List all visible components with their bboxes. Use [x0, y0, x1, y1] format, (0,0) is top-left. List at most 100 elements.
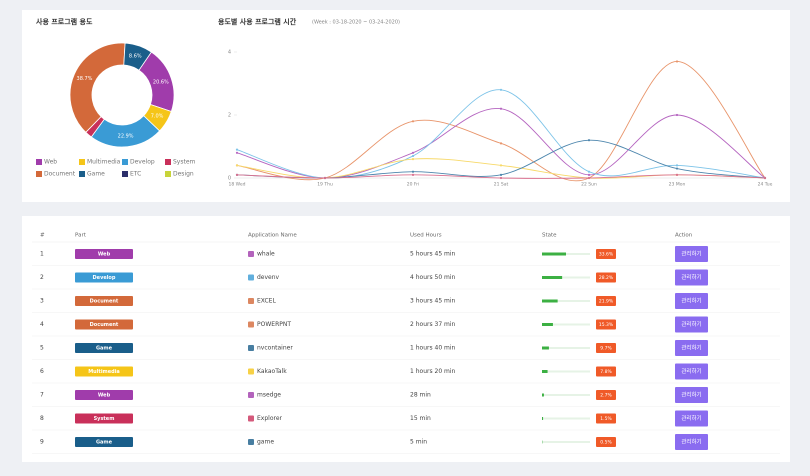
state-badge	[596, 319, 616, 330]
table-header: Part	[75, 233, 87, 239]
action-button[interactable]	[675, 363, 708, 380]
state-track	[542, 300, 590, 302]
app-name: nvcontainer	[257, 345, 293, 352]
line-point	[587, 170, 591, 173]
app-icon	[248, 368, 254, 375]
row-number: 9	[40, 439, 44, 446]
legend-label: Multimedia	[87, 159, 121, 166]
line-point	[763, 176, 767, 180]
used-hours: 1 hours 40 min	[410, 345, 456, 352]
app-icon	[248, 439, 254, 445]
line-point	[587, 139, 591, 142]
y-tick-label: 4	[228, 50, 231, 56]
part-badge	[75, 437, 133, 447]
part-label: Web	[98, 252, 111, 258]
state-badge	[596, 390, 616, 400]
action-button[interactable]	[675, 246, 708, 262]
app-icon	[248, 251, 254, 257]
x-tick-label: 19 Thu	[317, 182, 333, 188]
row-number: 8	[40, 415, 44, 422]
line-point	[675, 60, 679, 63]
line-point	[675, 164, 679, 167]
state-bar	[542, 299, 558, 303]
row-number: 1	[40, 251, 44, 258]
table-header: Application Name	[248, 233, 297, 239]
x-tick-label: 21 Sat	[494, 182, 509, 188]
legend-swatch	[79, 171, 85, 177]
line-point	[499, 176, 503, 180]
action-button[interactable]	[675, 316, 708, 333]
state-track	[542, 394, 590, 396]
used-hours: 5 hours 45 min	[410, 251, 456, 258]
line-point	[675, 173, 679, 176]
state-badge	[596, 296, 616, 306]
legend-label: Develop	[130, 159, 155, 166]
legend-swatch	[122, 159, 128, 165]
x-tick-label: 22 Sun	[581, 182, 597, 188]
slice-label: 7.0%	[151, 114, 164, 120]
legend-label: Web	[44, 159, 57, 166]
row-number: 6	[40, 368, 44, 375]
state-bar	[542, 393, 544, 397]
part-label: Develop	[93, 275, 116, 281]
state-bar	[542, 252, 566, 256]
line-point	[675, 113, 679, 117]
app-name: msedge	[257, 392, 281, 399]
used-hours: 28 min	[410, 392, 431, 399]
action-button[interactable]	[675, 340, 708, 356]
action-button[interactable]	[675, 269, 708, 286]
x-tick-label: 20 Fri	[407, 182, 420, 188]
app-name: POWERPNT	[257, 321, 291, 328]
action-label: 관리하기	[681, 391, 701, 399]
y-tick-label: 0	[228, 176, 231, 182]
table-header: State	[542, 233, 557, 239]
part-badge	[75, 343, 133, 353]
legend-swatch	[165, 171, 171, 177]
state-badge	[596, 249, 616, 259]
donut-slice	[69, 42, 126, 133]
row-number: 5	[40, 345, 44, 352]
state-label: 15.3%	[599, 322, 614, 328]
action-label: 관리하기	[681, 367, 701, 375]
line-point	[323, 176, 327, 180]
app-name: Explorer	[257, 415, 283, 422]
slice-label: 22.9%	[118, 133, 134, 139]
action-button[interactable]	[675, 410, 708, 427]
line-point	[587, 176, 591, 180]
x-tick-label: 24 Tue	[758, 182, 773, 188]
legend-label: System	[173, 159, 196, 166]
state-track	[542, 347, 590, 349]
line-point	[499, 142, 503, 145]
legend-swatch	[36, 159, 42, 165]
action-button[interactable]	[675, 293, 708, 309]
used-hours: 4 hours 50 min	[410, 274, 456, 281]
pie-title: 사용 프로그램 용도	[36, 17, 93, 26]
state-badge	[596, 343, 616, 353]
state-label: 2.7%	[600, 393, 612, 399]
legend-label: ETC	[130, 171, 141, 178]
state-bar	[542, 323, 553, 326]
legend-swatch	[122, 171, 128, 177]
part-badge	[75, 296, 133, 306]
action-label: 관리하기	[681, 438, 701, 446]
line-point	[411, 120, 415, 123]
action-button[interactable]	[675, 387, 708, 403]
line-point	[675, 167, 679, 170]
line-point	[235, 148, 239, 151]
line-series	[236, 60, 766, 182]
x-tick-label: 23 Mon	[669, 182, 686, 188]
app-name: game	[257, 439, 274, 446]
state-badge	[596, 272, 616, 283]
app-name: KakaoTalk	[257, 368, 287, 375]
table-header: Action	[675, 233, 693, 239]
line-point	[499, 164, 503, 167]
line-point	[587, 173, 591, 176]
state-track	[542, 323, 590, 326]
state-label: 7.8%	[600, 369, 612, 375]
state-bar	[542, 370, 548, 373]
action-button[interactable]	[675, 434, 708, 450]
part-badge	[75, 413, 133, 424]
state-track	[542, 417, 590, 420]
